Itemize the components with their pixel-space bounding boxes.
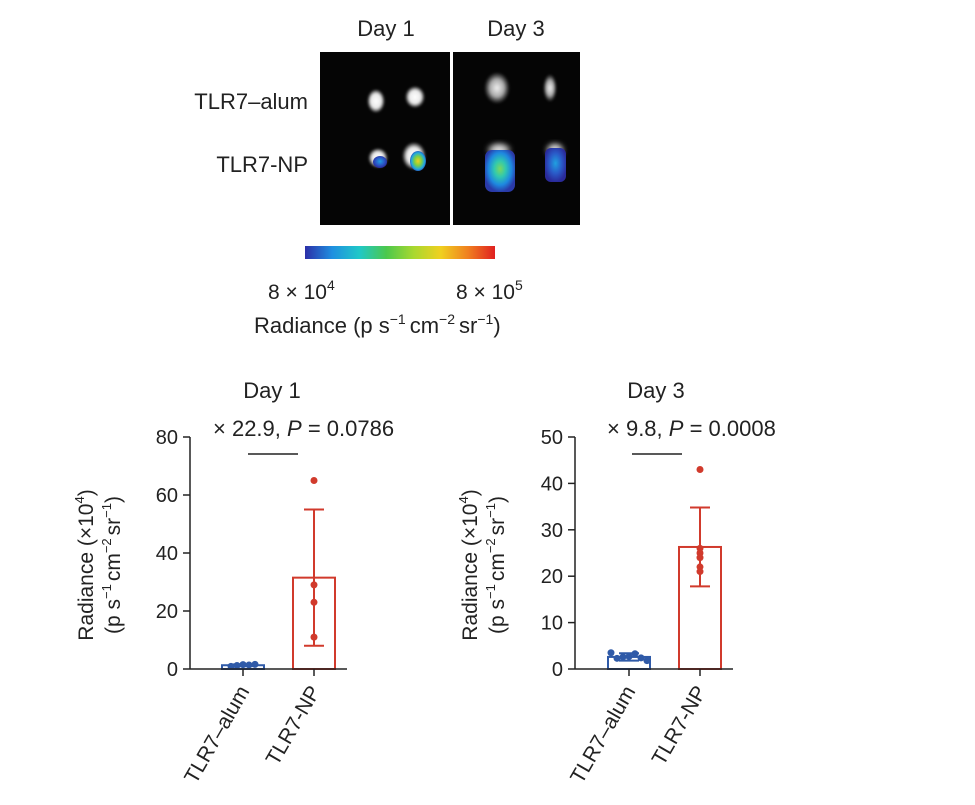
data-point <box>607 649 615 657</box>
data-point <box>233 662 241 670</box>
data-point <box>310 581 318 589</box>
y-tick-label: 20 <box>541 566 563 588</box>
data-point <box>643 657 651 665</box>
colorbar-unit-label: Radiance (p s−1 cm−2 sr−1) <box>254 311 501 338</box>
column-label-day1: Day 1 <box>357 16 414 41</box>
significance-annotation: × 22.9, P = 0.0786 <box>213 416 394 441</box>
data-point <box>613 654 621 662</box>
y-tick-label: 30 <box>541 520 563 542</box>
y-tick-label: 20 <box>156 601 178 623</box>
data-point <box>696 465 704 473</box>
y-tick-label: 0 <box>167 659 178 681</box>
y-tick-label: 10 <box>541 613 563 635</box>
imaging-panel: Day 1 Day 3 TLR7–alum TLR7-NP 8 × <box>194 16 580 338</box>
data-point <box>696 568 704 576</box>
data-point <box>631 650 639 658</box>
y-tick-label: 80 <box>156 427 178 449</box>
svg-text:Radiance (×104): Radiance (×104) <box>456 489 482 640</box>
chart-title: Day 3 <box>627 378 684 403</box>
y-tick-label: 60 <box>156 485 178 507</box>
ivis-image-day1 <box>320 52 450 225</box>
data-point <box>251 660 259 668</box>
data-point <box>227 662 235 670</box>
x-tick-label: TLR7-NP <box>262 682 326 769</box>
data-point <box>310 598 318 606</box>
y-tick-label: 50 <box>541 427 563 449</box>
y-tick-label: 40 <box>156 543 178 565</box>
data-point <box>619 653 627 661</box>
data-point <box>637 654 645 662</box>
column-label-day3: Day 3 <box>487 16 544 41</box>
x-tick-label: TLR7-NP <box>648 682 712 769</box>
data-point <box>310 477 318 484</box>
data-point <box>696 554 704 562</box>
colorbar-min-label: 8 × 104 <box>268 277 335 304</box>
data-point <box>245 661 253 669</box>
colorbar <box>305 246 495 259</box>
chart-title: Day 1 <box>243 378 300 403</box>
svg-text:(p s−1cm−2sr−1): (p s−1cm−2sr−1) <box>99 496 125 634</box>
data-point <box>625 652 633 660</box>
svg-text:(p s−1cm−2sr−1): (p s−1cm−2sr−1) <box>483 496 509 634</box>
y-axis-label: Radiance (×104) (p s−1cm−2sr−1) <box>72 489 125 640</box>
x-tick-label: TLR7–alum <box>180 682 254 788</box>
y-tick-label: 0 <box>552 659 563 681</box>
y-tick-label: 40 <box>541 473 563 495</box>
data-point <box>239 661 247 669</box>
significance-annotation: × 9.8, P = 0.0008 <box>607 416 776 441</box>
svg-text:Radiance (×104): Radiance (×104) <box>72 489 98 640</box>
bar-chart-day1: Day 1 × 22.9, P = 0.0786 Radiance (×104)… <box>72 378 394 788</box>
row-label-tlr7-np: TLR7-NP <box>216 152 308 177</box>
data-point <box>310 633 318 641</box>
y-axis-label: Radiance (×104) (p s−1cm−2sr−1) <box>456 489 509 640</box>
row-label-tlr7-alum: TLR7–alum <box>194 89 308 114</box>
bar-chart-day3: Day 3 × 9.8, P = 0.0008 Radiance (×104) … <box>456 378 776 788</box>
ivis-image-day3 <box>453 52 580 225</box>
colorbar-max-label: 8 × 105 <box>456 277 523 304</box>
x-tick-label: TLR7–alum <box>566 682 640 788</box>
